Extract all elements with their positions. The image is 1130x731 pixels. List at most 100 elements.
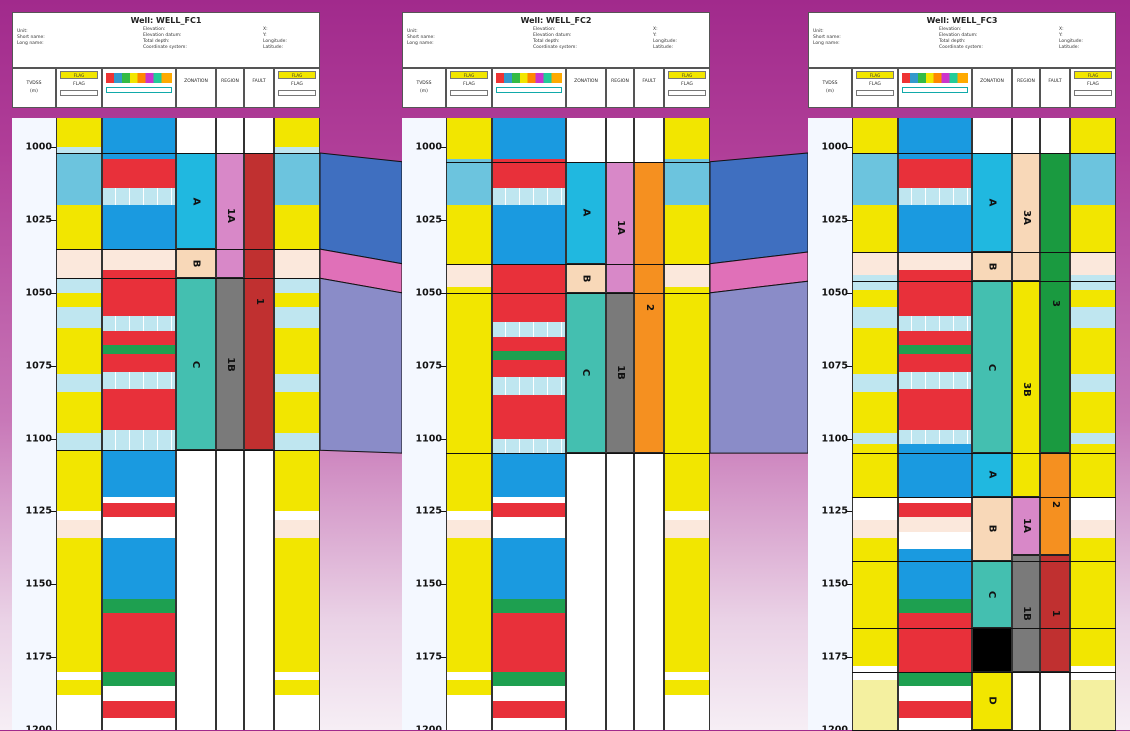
track-header-flag_log: FLAG FLAG [852,68,898,108]
flag-log-interval [56,249,102,279]
facies-log-track [898,118,972,730]
depth-tick-label: 1025 [415,214,442,226]
facies-log-interval [492,671,566,687]
flag-log-right-interval [1070,327,1116,375]
facies-log-track [492,118,566,730]
depth-tick-mark [846,511,852,513]
depth-tick-label: 1100 [25,433,52,445]
facies-log-interval [102,187,176,206]
flag-log-right-interval [1070,289,1116,308]
flag-log-interval [446,520,492,538]
well-plot-1: 1000 1025 1050 1075 1100 1125 1150 1175 1200 A B C 1… [12,118,320,730]
region-track: 1A 1B [216,118,244,730]
track-header-depth: TVDSS (m) [12,68,56,108]
facies-log-interval [898,671,972,687]
zone-boundary-line [446,161,710,163]
flag-log-right-interval [1070,118,1116,153]
flag-log-right-interval [274,537,320,672]
flag-header-2: FLAG [463,82,475,87]
track-header-facies_log [898,68,972,108]
depth-tick-label: 1100 [415,433,442,445]
well-header-1: Well: WELL_FC1 Unit: Short name: Long nam… [12,12,320,108]
depth-tick-label: 1050 [25,287,52,299]
depth-tick-mark [50,220,56,221]
facies-log-interval [898,330,972,346]
region-zone-label: 1A [1020,518,1032,534]
facies-log-interval [492,438,566,454]
fault-zone: 2 [634,161,664,454]
track-header-facies_log [492,68,566,108]
depth-tick-mark [846,220,852,221]
zonation-zone: B [972,252,1012,282]
correlation-band-2-1-2 [709,280,809,454]
depth-header-label: TVDSS [416,81,432,86]
zonation-track: A B C [566,118,606,730]
track-header-flag_log: FLAG FLAG [56,68,102,108]
zonation-zone: B [972,496,1012,561]
flag-header-2: FLAG [681,82,693,87]
depth-tick-label: 1075 [25,360,52,372]
track-header-facies_log [102,68,176,108]
correlation-band-0-1-2 [709,152,809,265]
fault-header-label: FAULT [252,79,266,84]
flag-log-right-interval [664,205,710,264]
depth-tick-mark [440,365,446,367]
flag-log-right-track [1070,118,1116,730]
flag-log-right-interval [1070,444,1116,497]
depth-tick-label: 1050 [415,287,442,299]
flag-log-right-interval [664,287,710,454]
track-header-flag_right: FLAG FLAG [274,68,320,108]
flag-log-right-interval [1070,205,1116,253]
flag-log-interval [56,537,102,672]
facies-log-interval [102,118,176,159]
zonation-zone: C [566,292,606,454]
facies-log-interval [898,549,972,599]
facies-log-interval [492,502,566,518]
facies-log-interval [898,444,972,497]
flag-log-right-interval [1070,307,1116,328]
region-zone: 1A [216,152,244,279]
depth-tick-mark [440,220,446,221]
flag-log-right-interval [1070,252,1116,276]
facies-colorbar [902,73,968,83]
region-zone-label: 1A [224,208,236,223]
well-title: Well: WELL_FC1 [130,16,202,25]
flag-log-track [446,118,492,730]
flag-log-interval [56,391,102,433]
well-header-3: Well: WELL_FC3 Unit: Short name: Long nam… [808,12,1116,108]
region-zone-label: 3B [1020,381,1032,397]
flag-log-right-interval [274,432,320,451]
flag-header-2: FLAG [73,82,85,87]
flag-log-interval [56,118,102,148]
facies-log-interval [102,330,176,346]
facies-log-interval [898,371,972,390]
well-info-box: Well: WELL_FC1 Unit: Short name: Long nam… [12,12,320,68]
region-zone: 1B [216,278,244,451]
flag-header: FLAG [1074,71,1112,79]
fault-header-label: FAULT [642,79,656,84]
flag-log-right-interval [274,680,320,696]
correlation-band-1-1-2 [709,251,809,294]
facies-log-interval [102,598,176,614]
depth-tick-mark [440,292,446,294]
well-info-middle: Elevation: Elevation datum: Total depth:… [533,27,577,50]
facies-log-interval [898,502,972,518]
well-info-middle: Elevation: Elevation datum: Total depth:… [143,27,187,50]
well-info-right: X: Y: Longitude: Latitude: [263,27,287,50]
depth-tick-mark [846,292,852,294]
flag-log-interval [852,327,898,375]
depth-tick-label: 1175 [415,651,442,663]
depth-tick-label: 1025 [821,214,848,226]
flag-log-interval [56,307,102,328]
flag-scale [278,90,316,96]
flag-scale [60,90,98,96]
track-header-fault: FAULT [634,68,664,108]
flag-log-interval [852,537,898,666]
zone-boundary-line [852,252,1116,254]
track-header-zonation: ZONATION [566,68,606,108]
facies-log-interval [898,517,972,532]
facies-log-interval [102,700,176,719]
track-header-flag_right: FLAG FLAG [664,68,710,108]
depth-tick-mark [50,438,56,440]
zonation-zone-label: B [190,259,202,268]
